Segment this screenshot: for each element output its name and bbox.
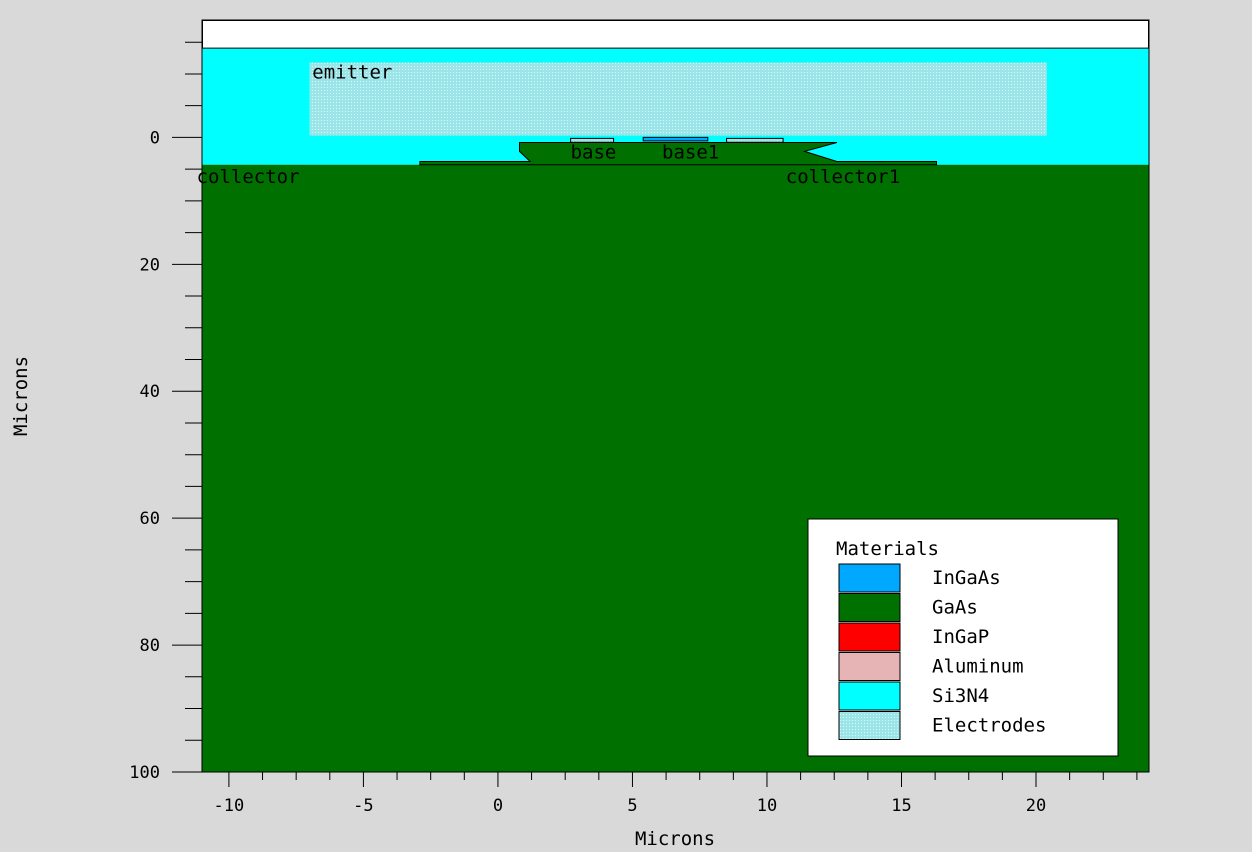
x-tick-label: 0 <box>493 796 503 816</box>
x-axis: -10 -5 0 5 10 15 20 <box>202 771 1149 816</box>
legend-label-si3n4: Si3N4 <box>932 685 989 707</box>
x-tick-label: -10 <box>214 796 245 816</box>
x-axis-label: Microns <box>635 828 715 850</box>
y-tick-label: 100 <box>129 763 160 783</box>
legend-label-aluminum: Aluminum <box>932 656 1024 678</box>
y-tick-label: 20 <box>140 255 160 275</box>
y-axis: 0 20 40 60 80 100 <box>129 20 203 783</box>
legend-label-ingaas: InGaAs <box>932 567 1001 589</box>
legend-swatch-electrodes <box>838 711 901 740</box>
x-tick-label: 20 <box>1026 796 1046 816</box>
legend-label-electrodes: Electrodes <box>932 715 1046 737</box>
region-top-blank <box>202 20 1149 50</box>
x-tick-label: 5 <box>627 796 637 816</box>
materials-legend: Materials InGaAs GaAs InGaP Aluminum Si3N4 El… <box>807 518 1119 757</box>
legend-label-ingap: InGaP <box>932 626 989 648</box>
region-base1-pad <box>726 137 784 143</box>
legend-swatch-aluminum <box>838 652 901 681</box>
y-tick-label: 0 <box>150 128 160 148</box>
region-label-base: base <box>571 141 617 163</box>
legend-swatch-ingaas <box>838 563 901 593</box>
legend-entries: InGaAs GaAs InGaP Aluminum Si3N4 Electrodes <box>838 563 1046 740</box>
x-tick-label: 10 <box>757 796 777 816</box>
legend-swatch-gaas <box>838 593 901 622</box>
legend-swatch-ingap <box>838 622 901 652</box>
y-tick-label: 80 <box>140 636 160 656</box>
y-axis-label: Microns <box>10 356 32 436</box>
region-emitter-cap <box>642 136 709 142</box>
x-tick-label: -5 <box>353 796 373 816</box>
region-label-collector1: collector1 <box>786 166 900 188</box>
region-mesa <box>419 142 937 166</box>
region-label-emitter: emitter <box>312 61 392 83</box>
region-base-pad <box>570 137 615 143</box>
x-tick-label: 15 <box>891 796 911 816</box>
region-emitter-electrode <box>309 62 1047 136</box>
legend-swatch-si3n4 <box>838 681 901 711</box>
region-label-collector: collector <box>197 166 300 188</box>
region-label-base1: base1 <box>662 141 719 163</box>
y-tick-label: 40 <box>140 382 160 402</box>
legend-label-gaas: GaAs <box>932 597 978 619</box>
region-labels: emitter base base1 collector collector1 <box>197 61 901 188</box>
y-tick-label: 60 <box>140 509 160 529</box>
legend-title: Materials <box>836 538 939 560</box>
